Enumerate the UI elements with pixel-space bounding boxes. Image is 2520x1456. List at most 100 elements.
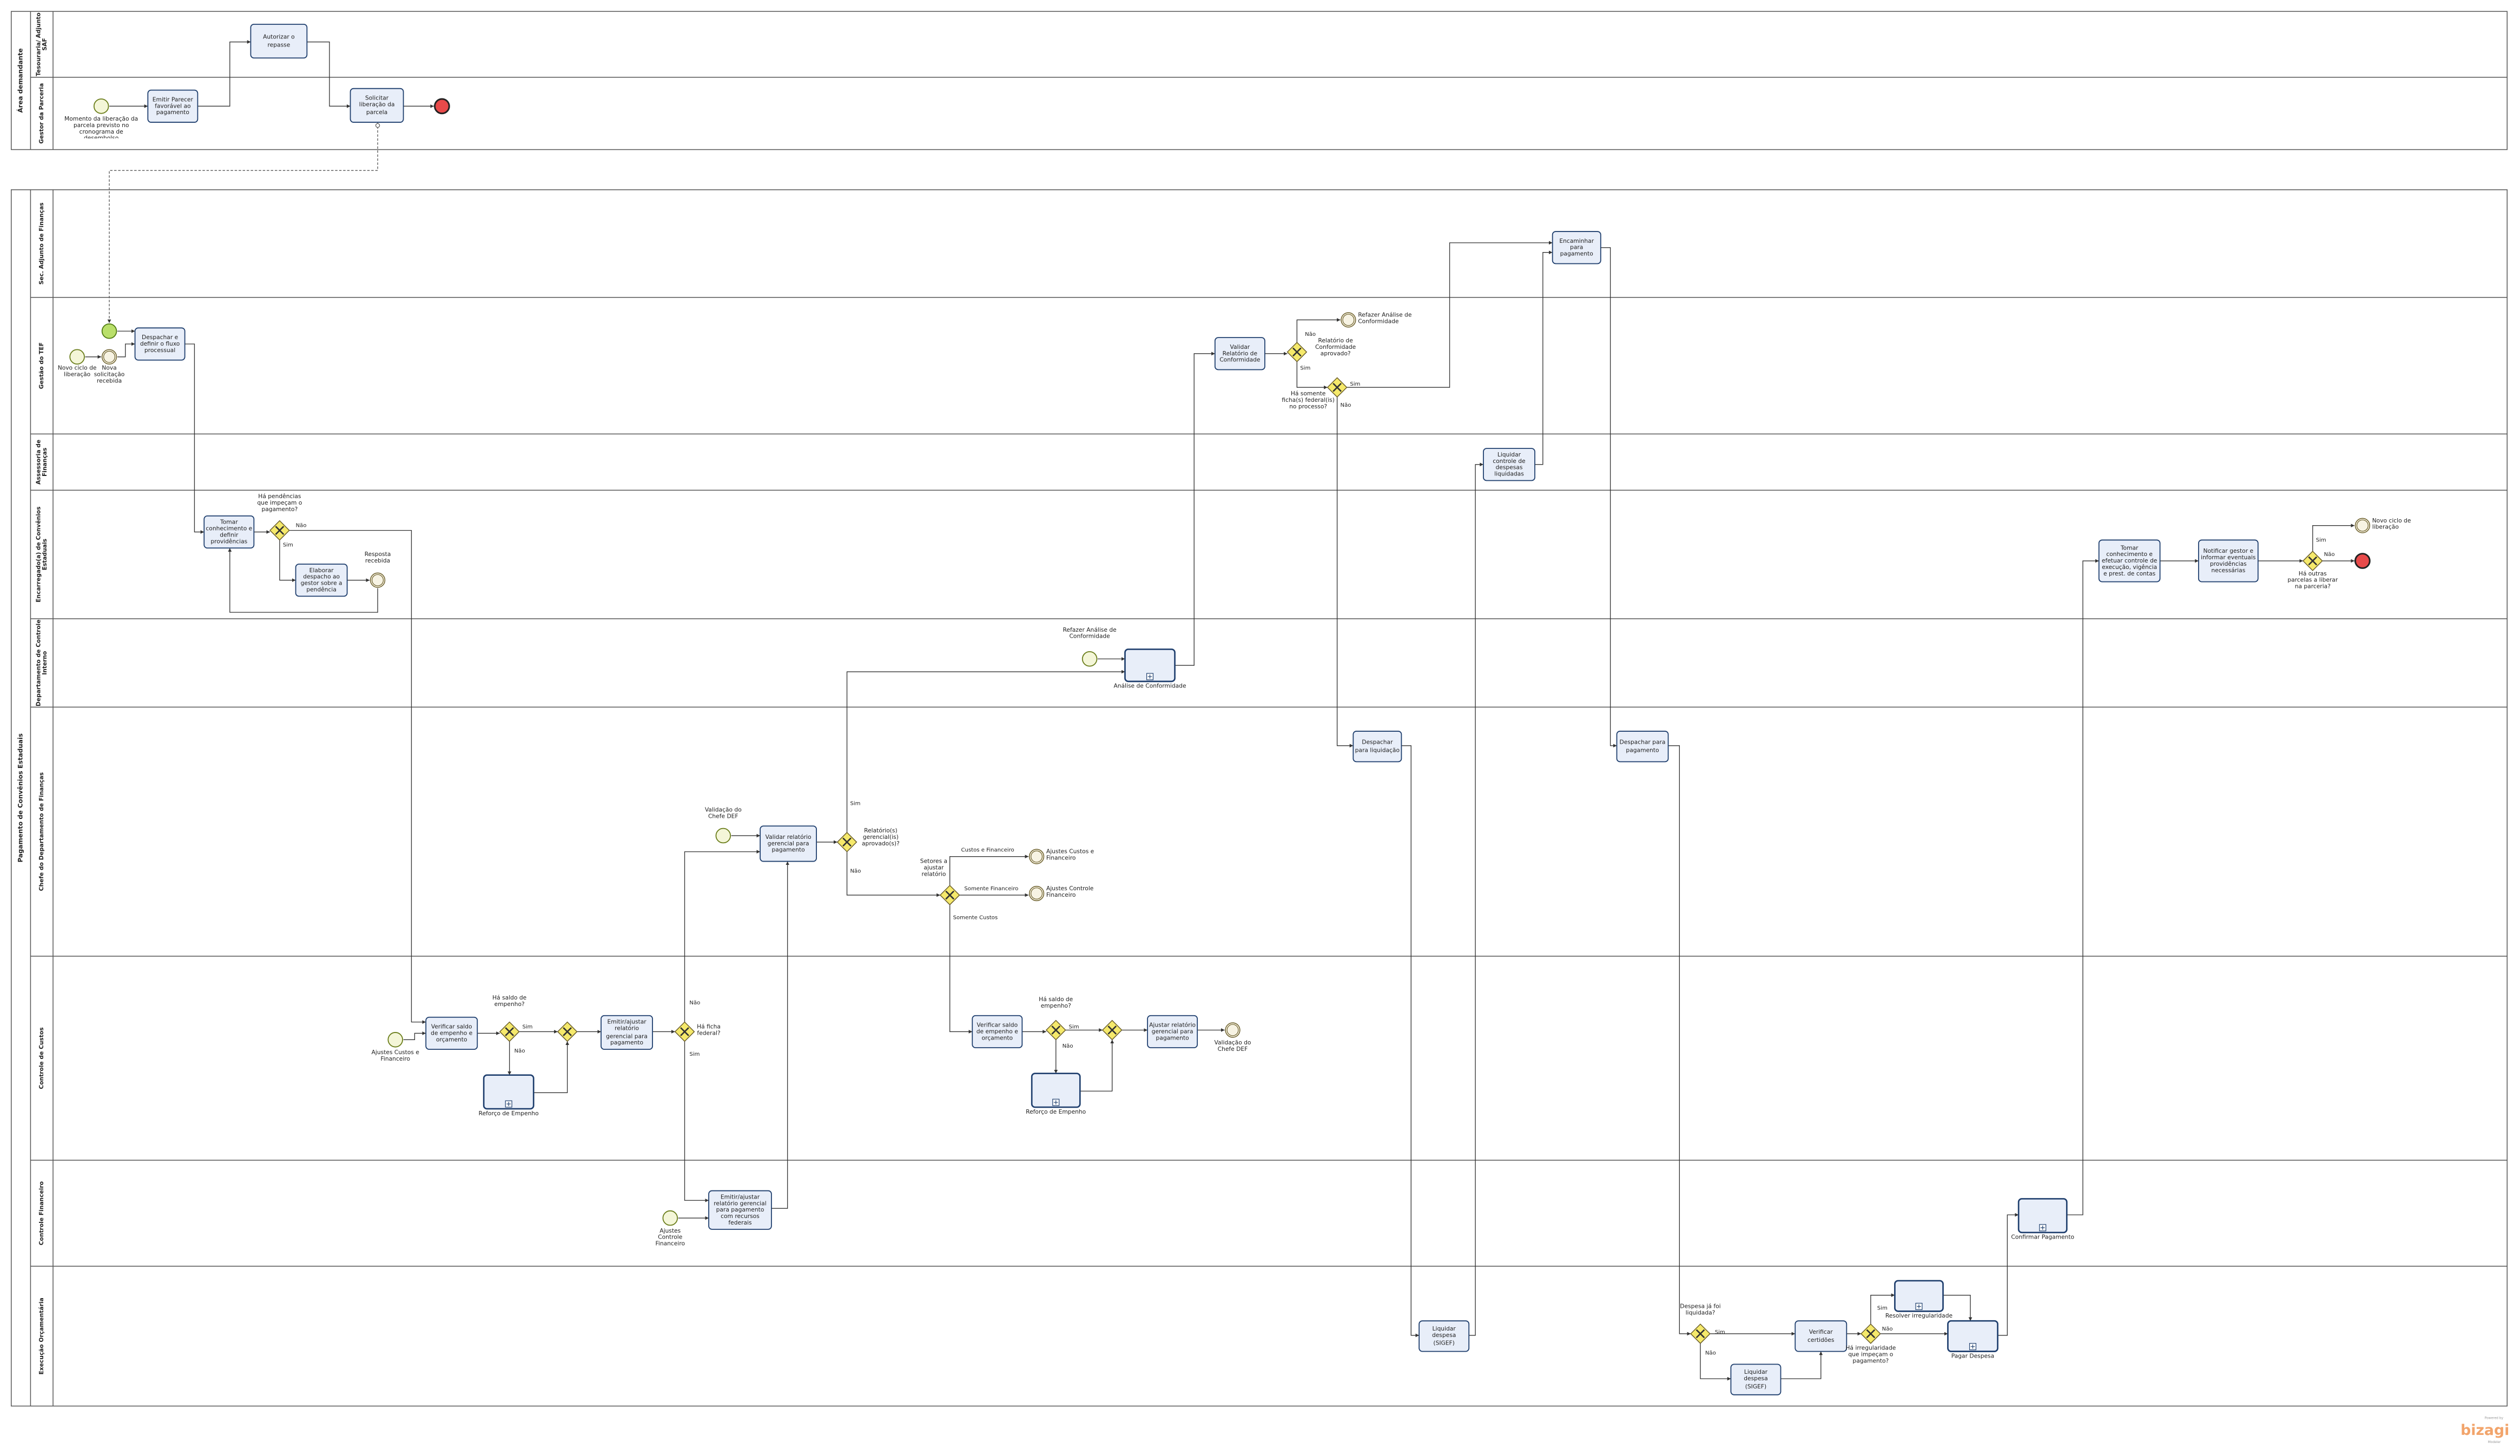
task <box>295 564 348 597</box>
task-label: Reforço de Empenho <box>478 1109 539 1116</box>
pool-title: Pagamento de Convênios Estaduais <box>15 733 24 863</box>
sequence-flow <box>1347 241 1553 388</box>
intermediate-event <box>2354 518 2370 533</box>
task <box>147 89 199 123</box>
lane-title-box: Execução Orçamentária <box>38 1298 45 1374</box>
gateway-label: Há saldo de empenho? <box>1039 996 1073 1010</box>
end-event <box>2354 553 2371 569</box>
gateway-x <box>563 1027 572 1036</box>
event-label-box: Refazer Análise de Conformidade <box>1063 626 1117 640</box>
task-label-box: Verificar certidões <box>1807 1329 1834 1342</box>
sequence-flow <box>949 855 1029 886</box>
lane-title-box: Sec. Adjunto de Finanças <box>38 202 45 284</box>
task-label-box: Validar Relatório de Conformidade <box>1219 343 1260 363</box>
edge-label: Sim <box>850 801 860 807</box>
gateway-label: Há saldo de empenho? <box>492 995 527 1008</box>
gateway-x <box>842 837 852 847</box>
task <box>425 1016 478 1050</box>
intermediate-event <box>101 349 117 365</box>
sequence-flow <box>307 41 351 108</box>
sequence-flow <box>1870 1293 1895 1325</box>
gateway-x <box>680 1027 689 1036</box>
event-label: Validação do Chefe DEF <box>704 806 742 820</box>
sequence-flow <box>1943 1294 1973 1321</box>
event-label-box: Novo ciclo de liberação <box>2372 518 2411 531</box>
edge-label: Somente Financeiro <box>964 886 1018 892</box>
edge-label: Não <box>1063 1043 1073 1049</box>
task-label-box: Notificar gestor e informar eventuais pr… <box>2201 548 2255 574</box>
lane-title: Controle Financeiro <box>38 1181 45 1246</box>
sequence-flow <box>949 904 973 1034</box>
task <box>1419 1320 1470 1352</box>
intermediate-event-inner <box>1031 887 1043 899</box>
task <box>601 1015 653 1050</box>
task-label-box: Verificar saldo de empenho e orçamento <box>431 1023 472 1043</box>
sequence-flow <box>2067 559 2099 1215</box>
gateway-x <box>1332 382 1342 392</box>
event-label: Validação do Chefe DEF <box>1214 1040 1251 1053</box>
start-message-event <box>101 323 117 339</box>
task-label: Autorizar o repasse <box>263 34 295 48</box>
edge-label: Não <box>514 1048 525 1054</box>
task-label: Tomar conhecimento e definir providência… <box>206 519 253 545</box>
task-label-box: Solicitar liberação da parcela <box>359 95 395 115</box>
intermediate-event <box>370 572 386 588</box>
event-label: Novo ciclo de liberação <box>57 365 97 378</box>
event-label-box: Resposta recebida <box>364 551 391 565</box>
task-label-box: Liquidar despesa (SIGEF) <box>1432 1326 1456 1346</box>
gateway-x <box>275 526 285 535</box>
pool-title-box: Pagamento de Convênios Estaduais <box>15 733 24 863</box>
intermediate-event-inner <box>103 350 115 363</box>
subprocess <box>1894 1280 1944 1312</box>
sequence-flow <box>1600 247 1617 748</box>
task-label-box: Liquidar despesa (SIGEF) <box>1744 1369 1768 1389</box>
task-label-box: Despachar e definir o fluxo processual <box>140 334 180 354</box>
sequence-flow <box>1780 1351 1823 1379</box>
intermediate-event-inner <box>372 574 384 586</box>
edge-label: Não <box>1705 1351 1716 1356</box>
sequence-flow <box>684 1041 709 1202</box>
gateway-label-box: Despesa já foi liquidada? <box>1680 1303 1721 1316</box>
gateway-label: Despesa já foi liquidada? <box>1680 1303 1721 1316</box>
sequence-flow <box>279 540 296 583</box>
task-label: Liquidar despesa (SIGEF) <box>1744 1369 1768 1389</box>
lane-title-box: Controle Financeiro <box>38 1181 45 1246</box>
event-label: Resposta recebida <box>364 551 391 565</box>
intermediate-event <box>1341 312 1356 328</box>
task-label-box: Resolver irregularidade <box>1885 1312 1952 1319</box>
gateway-label: Há ficha federal? <box>697 1023 721 1037</box>
event-label-box: Novo ciclo de liberação <box>57 365 97 378</box>
subprocess-plus <box>1053 1100 1058 1105</box>
task-label: Emitir/ajustar relatório gerencial para … <box>606 1019 648 1046</box>
event-label: Refazer Análise de Conformidade <box>1063 626 1117 640</box>
task-label-box: Liquidar controle de despesas liquidadas <box>1493 451 1525 478</box>
task <box>1552 231 1601 264</box>
lane-title: Controle de Custos <box>38 1027 45 1089</box>
gateway-label-box: Relatório de Conformidade aprovado? <box>1315 337 1356 357</box>
task-label: Ajustar relatório gerencial para pagamen… <box>1149 1022 1196 1042</box>
event-label-box: Ajustes Custos e Financeiro <box>372 1049 419 1062</box>
sequence-flow <box>771 861 789 1209</box>
event-label-box: Ajustes Controle Financeiro <box>656 1228 685 1247</box>
sequence-flow <box>1296 318 1341 343</box>
sequence-flow <box>403 1031 426 1040</box>
sequence-flow <box>1175 352 1215 666</box>
task-label: Validar relatório gerencial para pagamen… <box>765 833 812 853</box>
subprocess <box>483 1074 535 1110</box>
intermediate-event-inner <box>1226 1024 1239 1036</box>
lane-title: Gestor da Parceria <box>38 83 45 144</box>
task <box>1483 448 1535 481</box>
start-event <box>387 1032 404 1048</box>
task-label-box: Confirmar Pagamento <box>2011 1233 2074 1240</box>
sequence-flow <box>228 548 378 613</box>
edge-label: Não <box>689 1000 700 1006</box>
start-event <box>93 98 109 114</box>
task-label-box: Pagar Despesa <box>1951 1352 1994 1359</box>
message-flow-origin <box>375 123 380 128</box>
edge-label: Não <box>1882 1326 1893 1332</box>
task-label: Análise de Conformidade <box>1113 682 1186 689</box>
intermediate-event-inner <box>2356 519 2369 532</box>
task-label-box: Validar relatório gerencial para pagamen… <box>765 833 812 853</box>
event-label: Ajustes Controle Financeiro <box>1046 885 1094 899</box>
